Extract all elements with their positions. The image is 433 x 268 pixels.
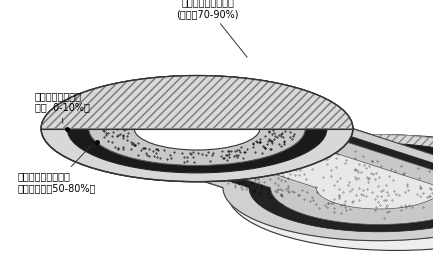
Ellipse shape xyxy=(134,107,260,150)
Polygon shape xyxy=(67,129,433,232)
Ellipse shape xyxy=(223,135,433,241)
Text: 方向性のある多孔質
構造（気孔率50-80%）: 方向性のある多孔質 構造（気孔率50-80%） xyxy=(17,146,96,193)
Text: 高気孔率の発泡構造
(気孔率70-90%): 高気孔率の発泡構造 (気孔率70-90%) xyxy=(177,0,247,57)
Polygon shape xyxy=(89,129,433,224)
Text: 高密度の構造（気
孔率  0-10%）: 高密度の構造（気 孔率 0-10%） xyxy=(35,91,90,123)
Ellipse shape xyxy=(249,143,433,232)
Ellipse shape xyxy=(89,92,305,165)
Ellipse shape xyxy=(316,166,433,209)
Ellipse shape xyxy=(67,84,327,173)
Polygon shape xyxy=(41,129,433,241)
Ellipse shape xyxy=(41,76,353,182)
Ellipse shape xyxy=(227,135,433,250)
Ellipse shape xyxy=(271,151,433,225)
Polygon shape xyxy=(41,76,433,188)
Polygon shape xyxy=(41,76,353,129)
Polygon shape xyxy=(134,129,433,209)
